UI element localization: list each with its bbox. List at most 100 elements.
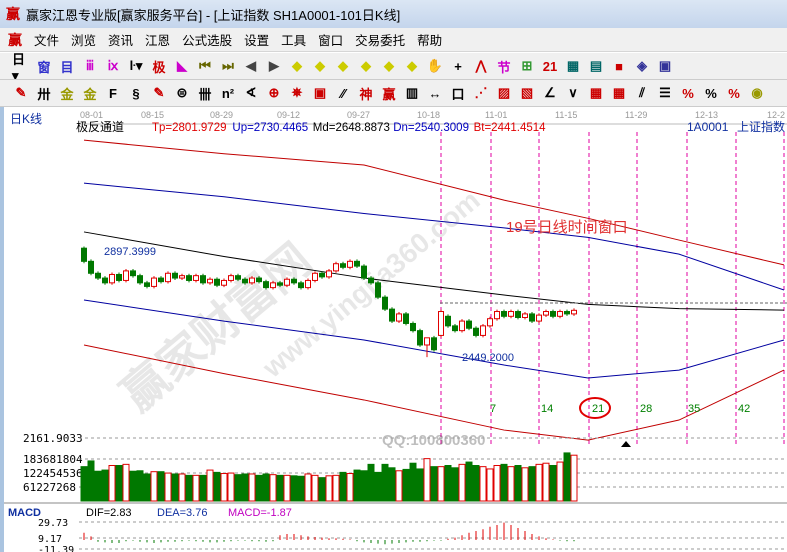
- date-tick: 08-01: [80, 110, 103, 120]
- grid-icon[interactable]: ⊞: [521, 58, 533, 73]
- volume-bar: [150, 471, 158, 502]
- wave-icon[interactable]: ∨: [568, 85, 578, 100]
- candle: [116, 272, 122, 283]
- menu-item[interactable]: 江恩: [145, 34, 171, 48]
- parallel-icon[interactable]: 卅: [37, 86, 51, 102]
- up-diamond-icon[interactable]: ◆: [384, 58, 394, 73]
- volume-bar: [451, 467, 459, 502]
- menu-item[interactable]: 工具: [281, 34, 307, 48]
- indicator9-icon[interactable]: ⅸ: [107, 58, 119, 73]
- box-icon[interactable]: 口: [451, 86, 465, 102]
- gold-coin-icon[interactable]: ◉: [751, 85, 763, 100]
- f-icon[interactable]: F: [109, 85, 117, 101]
- lines-icon[interactable]: 卌: [198, 86, 212, 102]
- table-icon[interactable]: ☰: [659, 85, 671, 100]
- notes-icon[interactable]: ▤: [589, 58, 603, 73]
- shrink-diamond-icon[interactable]: ◆: [361, 58, 371, 73]
- prev-icon[interactable]: ◀: [246, 58, 256, 73]
- n2-icon[interactable]: n²: [221, 85, 235, 101]
- volume-bar: [528, 466, 536, 502]
- angle2-icon[interactable]: ∠: [544, 85, 556, 100]
- last-icon[interactable]: ⏭: [222, 58, 234, 73]
- line-icon[interactable]: ⋀: [475, 58, 487, 73]
- menu-item[interactable]: 浏览: [71, 34, 97, 48]
- volume-bar: [535, 463, 543, 502]
- ying-icon[interactable]: 赢: [382, 86, 396, 102]
- chart-area[interactable]: 08-01 08-15 08-29 09-12 09-27 10-18 11-01 11-15…: [0, 107, 787, 552]
- menu-item[interactable]: 设置: [244, 34, 270, 48]
- section-icon[interactable]: 节: [497, 59, 511, 75]
- pen-icon[interactable]: ✎: [15, 85, 27, 100]
- candle: [81, 246, 87, 264]
- menu-item[interactable]: 公式选股: [182, 34, 233, 48]
- kline-chart[interactable]: 08-01 08-15 08-29 09-12 09-27 10-18 11-01 11-15…: [4, 107, 787, 552]
- print-icon[interactable]: ▣: [658, 58, 672, 73]
- crosshair-icon[interactable]: +: [454, 58, 462, 74]
- volume-bar: [332, 474, 340, 502]
- percent-list-icon[interactable]: %: [728, 85, 740, 101]
- indicator3-icon[interactable]: ⅲ: [85, 58, 95, 73]
- circle-icon[interactable]: ⊜: [176, 85, 188, 100]
- network-icon[interactable]: ◈: [637, 58, 647, 73]
- volume-bar: [353, 469, 361, 502]
- menu-item[interactable]: 窗口: [318, 34, 344, 48]
- first-icon[interactable]: ⏮: [199, 58, 211, 73]
- hand-icon[interactable]: ✋: [426, 58, 444, 73]
- fan-icon[interactable]: ⋰: [474, 85, 488, 100]
- list-icon[interactable]: 目: [60, 59, 74, 75]
- square9-icon[interactable]: ▦: [589, 85, 603, 100]
- diag-icon[interactable]: ⫽: [639, 85, 645, 100]
- right-diamond-icon[interactable]: ◆: [315, 58, 325, 73]
- volume-bar: [269, 474, 277, 502]
- expand-diamond-icon[interactable]: ◆: [338, 58, 348, 73]
- candle: [361, 264, 367, 280]
- volume-bar: [458, 463, 466, 502]
- menu-item[interactable]: 帮助: [417, 34, 443, 48]
- square144-icon[interactable]: ▦: [612, 85, 626, 100]
- channel-line-up: [83, 182, 785, 291]
- star-icon[interactable]: ✵: [291, 85, 303, 100]
- spiral-icon[interactable]: §: [132, 85, 140, 101]
- period-selector[interactable]: 日▾: [12, 53, 26, 80]
- volume-bar: [472, 465, 480, 502]
- comb-icon[interactable]: ▥: [405, 85, 419, 100]
- calendar-icon[interactable]: 21: [542, 58, 558, 74]
- gold1-icon[interactable]: 金: [60, 86, 74, 102]
- menu-item[interactable]: 交易委托: [355, 34, 406, 48]
- bar-type-icon[interactable]: ŀ▾: [129, 58, 143, 73]
- save-icon[interactable]: ■: [615, 58, 623, 74]
- gold2-icon[interactable]: 金: [83, 86, 97, 102]
- volume-bar: [430, 466, 438, 502]
- square-icon[interactable]: ▣: [313, 85, 327, 100]
- axis-low-label: 2161.9033: [23, 432, 83, 445]
- angle-icon[interactable]: ∢: [245, 85, 257, 100]
- high-price-label: 2897.3999: [104, 246, 156, 258]
- shen-icon[interactable]: 神: [359, 86, 373, 102]
- down-diamond-icon[interactable]: ◆: [407, 58, 417, 73]
- percent-icon[interactable]: %: [705, 85, 717, 101]
- candle: [571, 308, 577, 316]
- next-icon[interactable]: ▶: [269, 58, 279, 73]
- candle: [347, 259, 353, 270]
- gann-box-icon[interactable]: ▨: [497, 85, 511, 100]
- pen2-icon[interactable]: ✎: [153, 85, 165, 100]
- stock-name: 上证指数: [737, 119, 785, 134]
- menu-item[interactable]: 资讯: [108, 34, 134, 48]
- gann-fan-icon[interactable]: ◣: [177, 58, 187, 73]
- percent-red-icon[interactable]: %: [682, 85, 694, 101]
- menu-logo: 赢: [8, 31, 22, 48]
- volume-bar: [283, 474, 291, 502]
- target-icon[interactable]: ⊕: [268, 85, 280, 100]
- volume-bar: [479, 466, 487, 502]
- chart-icon[interactable]: 窗: [37, 59, 51, 75]
- gann-grid-icon[interactable]: ▧: [520, 85, 534, 100]
- tick-icon[interactable]: ⁄⁄: [340, 85, 346, 101]
- left-diamond-icon[interactable]: ◆: [292, 58, 302, 73]
- menu-item[interactable]: 文件: [34, 34, 60, 48]
- jifan-icon[interactable]: 极: [152, 59, 166, 75]
- measure-icon[interactable]: ↔: [428, 85, 442, 101]
- window-count: 7: [490, 403, 496, 415]
- candle: [88, 259, 94, 276]
- calculator-icon[interactable]: ▦: [566, 58, 580, 73]
- period-label: 日K线: [10, 112, 42, 126]
